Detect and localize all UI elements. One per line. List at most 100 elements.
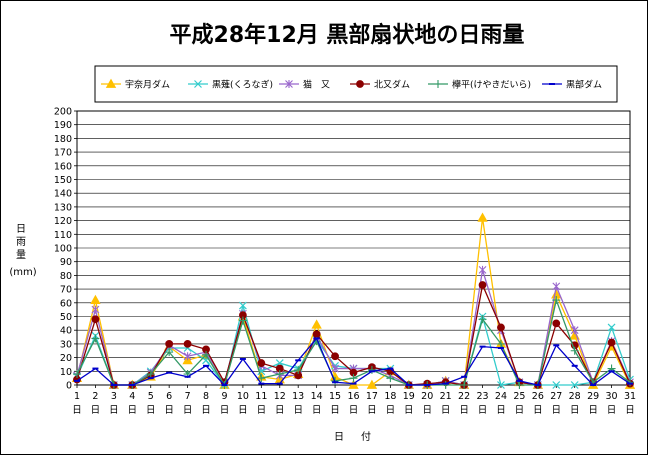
x-tick-day-suffix: 日 — [422, 405, 432, 416]
data-point — [165, 348, 174, 357]
y-tick-label: 90 — [60, 257, 72, 268]
data-point — [91, 334, 100, 343]
y-tick-label: 160 — [54, 161, 72, 172]
y-tick-label: 120 — [54, 216, 72, 227]
x-tick-label: 3 — [111, 391, 117, 402]
x-tick-day-suffix: 日 — [625, 405, 635, 416]
x-tick-label: 27 — [550, 391, 562, 402]
x-tick-day-suffix: 日 — [220, 405, 230, 416]
x-tick-label: 30 — [606, 391, 618, 402]
gridlines — [77, 124, 630, 372]
x-tick-label: 23 — [476, 391, 488, 402]
x-tick-label: 25 — [513, 391, 525, 402]
x-label-date: 付 — [361, 430, 371, 443]
x-tick-label: 11 — [255, 391, 267, 402]
y-tick-label: 140 — [54, 189, 72, 200]
data-point — [183, 340, 192, 348]
legend-label: 宇奈月ダム — [125, 79, 170, 91]
data-point — [91, 305, 100, 314]
legend-item-3: 猫 又 — [279, 79, 330, 91]
x-tick-day-suffix: 日 — [183, 405, 193, 416]
x-tick-label: 20 — [421, 391, 433, 402]
x-tick-label: 5 — [148, 391, 154, 402]
x-tick-label: 17 — [366, 391, 378, 402]
y-tick-label: 130 — [54, 202, 72, 213]
x-tick-label: 21 — [440, 391, 452, 402]
data-point — [257, 359, 266, 367]
x-tick-label: 16 — [347, 391, 359, 402]
y-label-char-1: 日 — [16, 224, 26, 235]
x-tick-label: 24 — [495, 391, 507, 402]
data-point — [349, 374, 358, 383]
data-point — [477, 212, 488, 222]
data-point — [257, 374, 266, 383]
legend-item-2: 黒薙(くろなぎ) — [188, 79, 273, 91]
series-1 — [71, 212, 636, 389]
x-tick-day-suffix: 日 — [330, 405, 340, 416]
data-point — [312, 330, 321, 339]
x-tick-day-suffix: 日 — [146, 405, 156, 416]
y-label-char-3: 量 — [16, 249, 26, 261]
x-tick-day-suffix: 日 — [293, 405, 303, 416]
x-tick-label: 4 — [129, 391, 135, 402]
data-point — [607, 338, 616, 347]
data-point — [478, 315, 487, 324]
x-tick-label: 14 — [311, 391, 323, 402]
series-6 — [74, 337, 633, 387]
chart-title: 平成28年12月 黒部扇状地の日雨量 — [170, 22, 525, 48]
y-tick-label: 170 — [54, 148, 72, 159]
x-tick-label: 19 — [403, 391, 415, 402]
data-point — [165, 340, 174, 348]
data-point — [183, 352, 192, 361]
x-tick-label: 6 — [166, 391, 172, 402]
legend-label: 猫 又 — [303, 79, 330, 91]
x-tick-day-suffix: 日 — [552, 405, 562, 416]
data-point — [331, 364, 339, 373]
x-tick-day-suffix: 日 — [257, 405, 267, 416]
x-tick-label: 13 — [292, 391, 304, 402]
x-tick-label: 31 — [624, 391, 636, 402]
data-point — [460, 381, 469, 389]
x-tick-label: 8 — [203, 391, 209, 402]
y-tick-label: 20 — [60, 353, 72, 364]
x-tick-label: 22 — [458, 391, 470, 402]
x-tick-label: 9 — [221, 391, 227, 402]
x-tick-day-suffix: 日 — [570, 405, 580, 416]
data-point — [552, 381, 561, 389]
data-point — [478, 281, 487, 289]
x-tick-label: 12 — [274, 391, 286, 402]
x-tick-day-suffix: 日 — [515, 405, 525, 416]
data-point — [366, 379, 378, 389]
x-tick-day-suffix: 日 — [459, 405, 469, 416]
data-point — [478, 265, 487, 274]
data-point — [311, 319, 322, 329]
data-point — [91, 315, 100, 324]
data-point — [73, 370, 81, 379]
x-tick-day-suffix: 日 — [404, 405, 414, 416]
x-tick-day-suffix: 日 — [238, 405, 248, 416]
x-tick-label: 26 — [532, 391, 544, 402]
series-5 — [73, 296, 634, 389]
y-tick-label: 60 — [60, 298, 72, 309]
y-tick-label: 110 — [54, 230, 72, 241]
data-point — [570, 346, 579, 355]
y-tick-label: 50 — [60, 312, 72, 323]
data-point — [202, 350, 211, 359]
legend-label: 欅平(けやきだいら) — [452, 80, 531, 91]
y-axis-ticks: 0 10 20 30 40 50 60 70 80 90 100 110 120 130 140 150 160… — [54, 107, 77, 392]
x-tick-label: 18 — [384, 391, 396, 402]
legend-item-1: 宇奈月ダム — [101, 79, 170, 91]
x-tick-day-suffix: 日 — [91, 405, 101, 416]
data-point — [367, 365, 376, 374]
legend-marker — [194, 80, 202, 88]
x-tick-day-suffix: 日 — [72, 405, 82, 416]
data-point — [497, 381, 505, 389]
x-tick-day-suffix: 日 — [386, 405, 396, 416]
data-point — [515, 381, 524, 389]
y-tick-label: 30 — [60, 339, 72, 350]
x-tick-day-suffix: 日 — [349, 405, 359, 416]
y-tick-label: 40 — [60, 326, 72, 337]
data-point — [386, 374, 395, 383]
